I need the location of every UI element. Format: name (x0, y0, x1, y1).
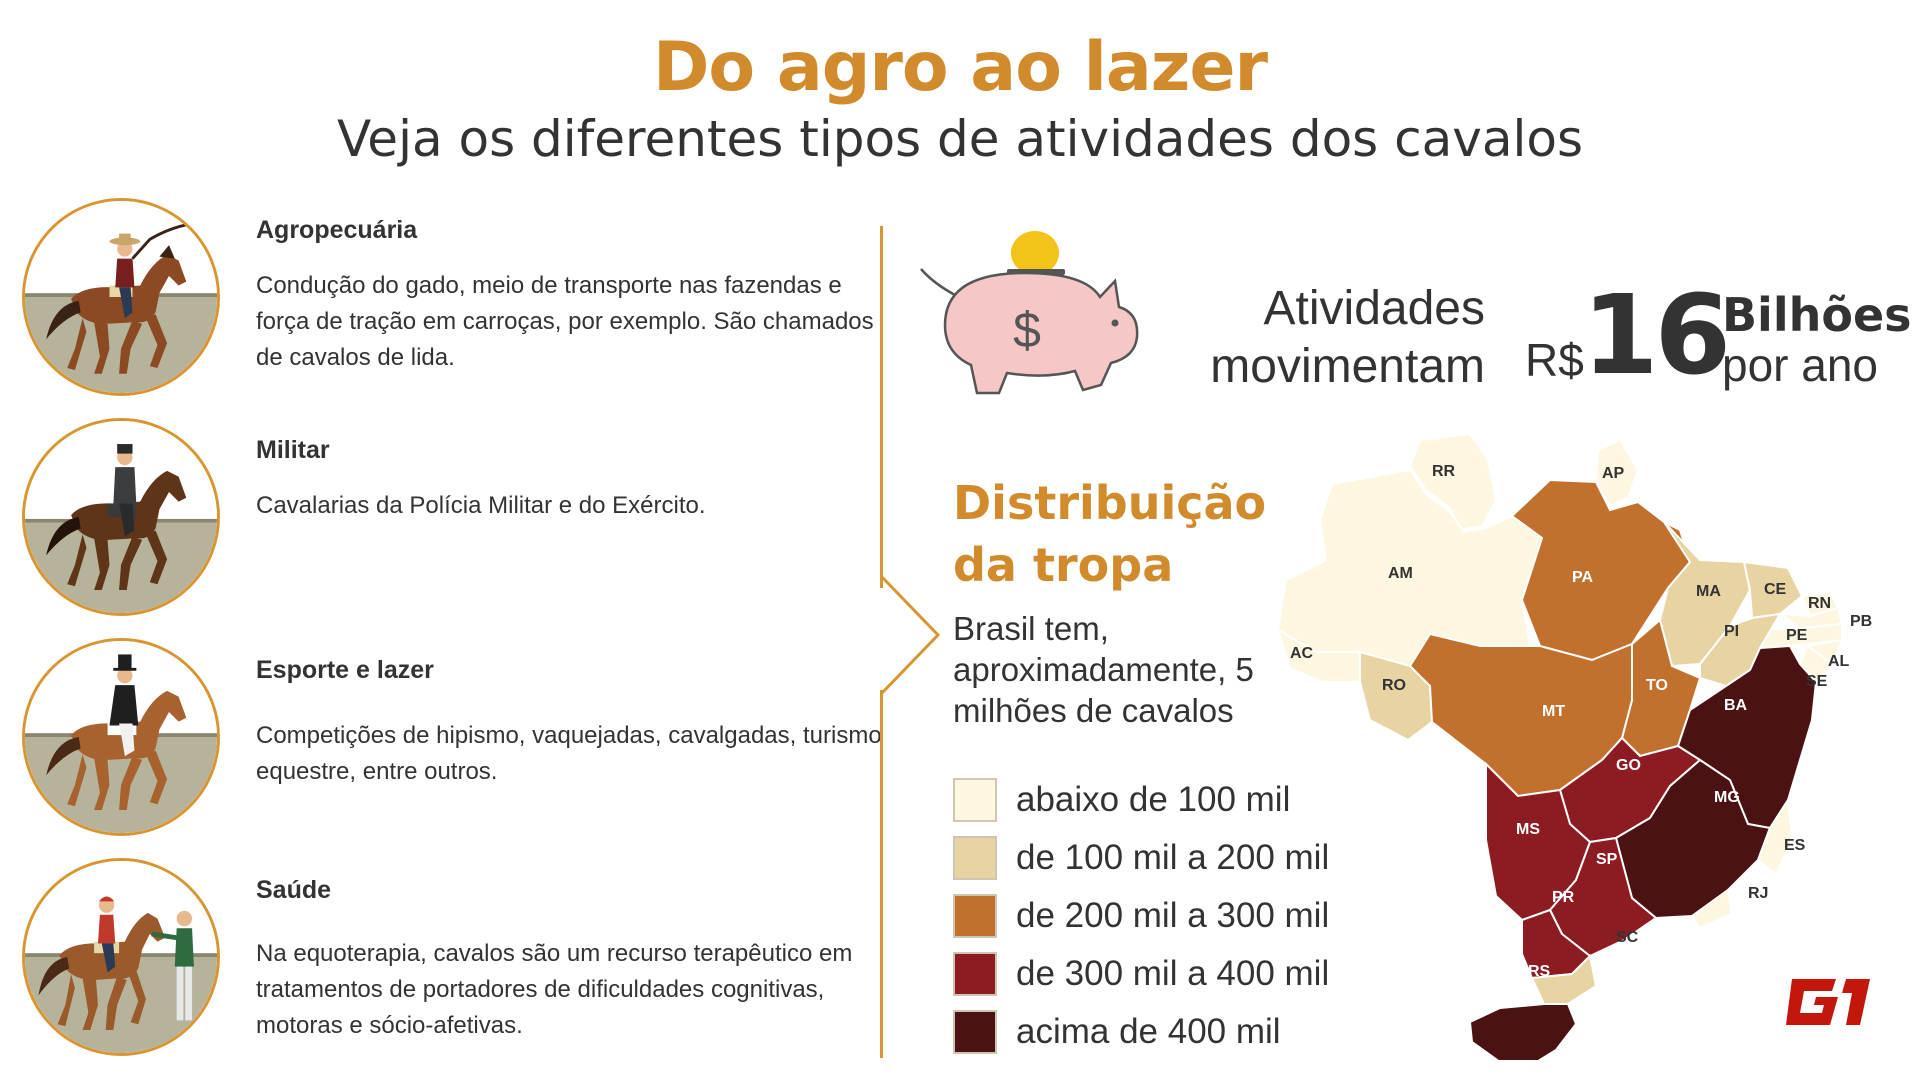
state-sp (1548, 836, 1658, 958)
legend-label: de 300 mil a 400 mil (1016, 954, 1330, 993)
legend-label: de 200 mil a 300 mil (1016, 896, 1330, 935)
state-pb (1776, 606, 1844, 630)
divider-bottom (880, 690, 883, 1058)
activity-militar: Militar Cavalarias da Polícia Militar e … (22, 418, 882, 618)
activity-name: Saúde (256, 876, 332, 904)
state-es (1756, 797, 1794, 876)
state-label: PR (1552, 889, 1575, 906)
stat-unit: Bilhões (1722, 288, 1912, 342)
state-label: CE (1764, 581, 1787, 598)
legend-label: abaixo de 100 mil (1016, 780, 1291, 819)
state-label: PI (1724, 623, 1739, 640)
piggy-bank-icon: $ (920, 231, 1139, 395)
stat-currency: R$ (1525, 334, 1584, 386)
state-label: SC (1616, 929, 1639, 946)
state-label: SE (1806, 673, 1828, 690)
state-label: MS (1516, 821, 1540, 838)
state-label: RJ (1748, 885, 1768, 902)
activity-description: Condução do gado, meio de transporte nas… (256, 272, 874, 371)
state-label: MA (1696, 583, 1721, 600)
state-label: PB (1850, 613, 1872, 630)
state-label: AP (1602, 465, 1625, 482)
state-label: RS (1528, 963, 1551, 980)
legend-swatch (953, 894, 997, 938)
activity-name: Agropecuária (256, 216, 418, 244)
activity-agropecuaria: Agropecuária Condução do gado, meio de t… (22, 198, 882, 398)
state-label: MG (1714, 789, 1740, 806)
state-ap (1594, 438, 1640, 508)
legend-swatch (953, 778, 997, 822)
divider-top (880, 226, 883, 588)
activity-description: Competições de hipismo, vaquejadas, cava… (256, 722, 882, 785)
state-rr (1408, 432, 1498, 532)
state-label: AM (1388, 565, 1413, 582)
state-label: PA (1572, 569, 1593, 586)
activity-saude: Saúde Na equoterapia, cavalos são um rec… (22, 858, 882, 1058)
state-label: RO (1382, 677, 1406, 694)
therapy-rider-icon (22, 858, 220, 1056)
distribution-text: Brasil tem, aproximadamente, 5 milhões d… (953, 610, 1254, 729)
stat-label: Atividades movimentam (1210, 282, 1485, 393)
legend-label: de 100 mil a 200 mil (1016, 838, 1330, 877)
equestrian-rider-icon (22, 638, 220, 836)
military-rider-icon (22, 418, 220, 616)
state-label: RR (1432, 463, 1456, 480)
state-rs (1468, 1003, 1578, 1060)
state-label: ES (1784, 837, 1806, 854)
state-labels: RR AP AM PA MA CE RN PB PE AL SE PI AC R… (1290, 463, 1872, 980)
state-label: MT (1542, 703, 1565, 720)
state-label: RN (1808, 595, 1831, 612)
distribution-title: Distribuição da tropa (953, 476, 1267, 592)
state-label: BA (1724, 697, 1748, 714)
svg-text:$: $ (1013, 302, 1041, 358)
activity-description: Na equoterapia, cavalos são um recurso t… (256, 940, 853, 1039)
state-label: TO (1646, 677, 1668, 694)
state-label: SP (1596, 851, 1618, 868)
state-label: PE (1786, 627, 1808, 644)
page-title: Do agro ao lazer (652, 28, 1268, 107)
activity-name: Militar (256, 436, 330, 464)
page-subtitle: Veja os diferentes tipos de atividades d… (336, 110, 1584, 168)
brazil-map: RR AP AM PA MA CE RN PB PE AL SE PI AC R… (1276, 432, 1872, 1060)
legend-swatch (953, 836, 997, 880)
cowboy-rider-icon (22, 198, 220, 396)
stat-value: 16 (1582, 271, 1731, 399)
activity-description: Cavalarias da Polícia Militar e do Exérc… (256, 492, 706, 519)
arrow-right-icon (882, 575, 941, 695)
activity-esporte-lazer: Esporte e lazer Competições de hipismo, … (22, 638, 882, 838)
state-label: AC (1290, 645, 1314, 662)
state-label: AL (1828, 653, 1850, 670)
legend-swatch (953, 1010, 997, 1054)
stat-period: por ano (1722, 339, 1879, 391)
state-label: GO (1616, 757, 1641, 774)
state-rj (1690, 888, 1734, 930)
legend-label: acima de 400 mil (1016, 1012, 1281, 1051)
legend-swatch (953, 952, 997, 996)
activity-name: Esporte e lazer (256, 656, 434, 684)
g1-logo-icon (1786, 979, 1870, 1025)
